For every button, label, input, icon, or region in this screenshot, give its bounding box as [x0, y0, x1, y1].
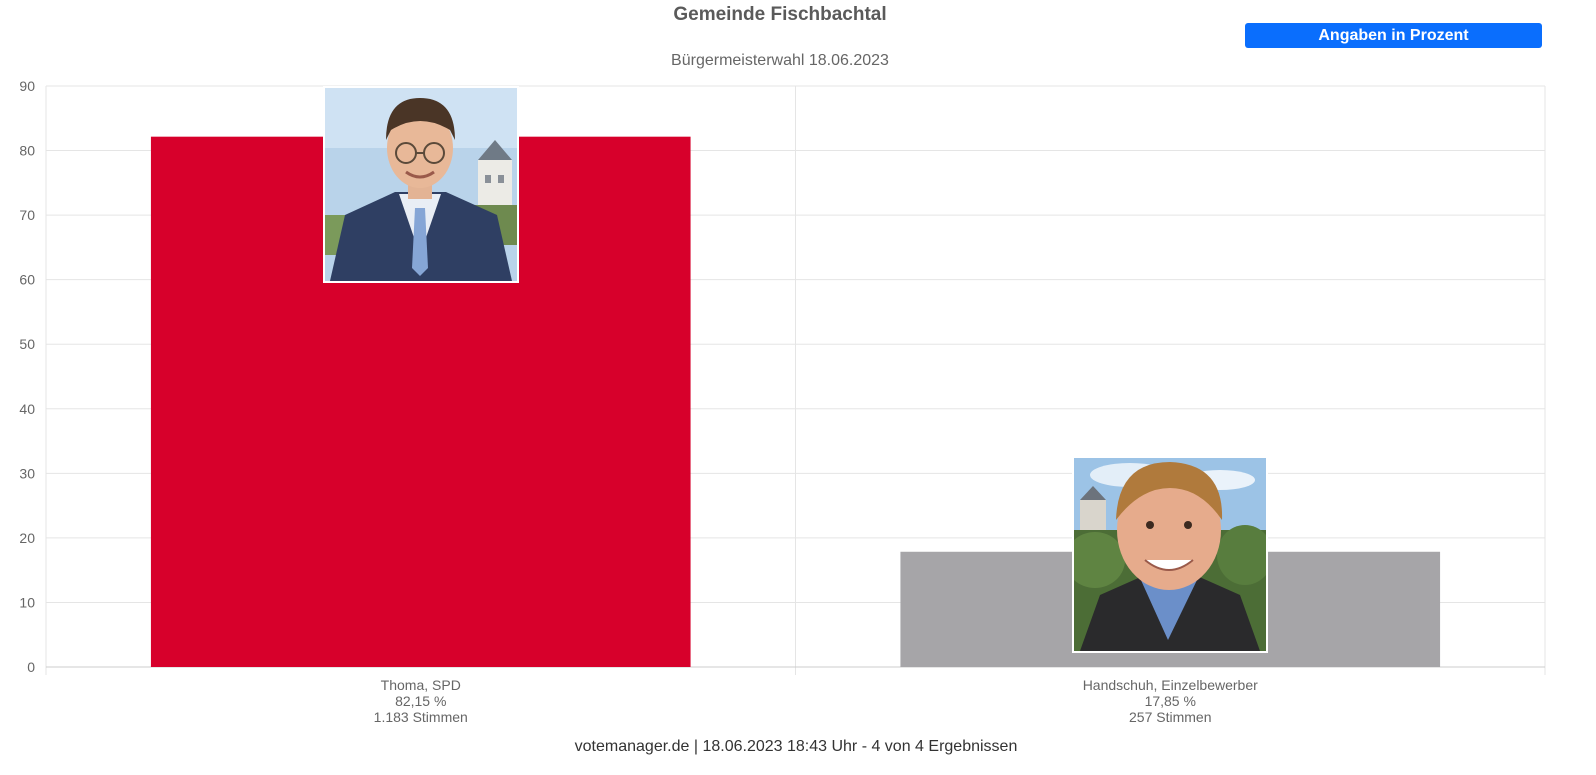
y-tick-label: 30	[19, 465, 35, 481]
y-tick-label: 40	[19, 401, 35, 417]
percent-label: 17,85 %	[1145, 693, 1196, 709]
votes-label: 257 Stimmen	[1129, 709, 1211, 725]
y-tick-label: 10	[19, 594, 35, 610]
candidate-photo-thoma	[323, 86, 519, 283]
y-tick-label: 20	[19, 530, 35, 546]
chart-title: Gemeinde Fischbachtal	[673, 4, 887, 25]
percent-toggle-button[interactable]: Angaben in Prozent	[1245, 23, 1542, 48]
candidate-photo-handschuh	[1072, 456, 1268, 653]
y-tick-label: 50	[19, 336, 35, 352]
y-tick-label: 0	[27, 659, 35, 675]
y-tick-label: 70	[19, 207, 35, 223]
footer-credit: votemanager.de | 18.06.2023 18:43 Uhr - …	[574, 738, 1018, 755]
votes-label: 1.183 Stimmen	[374, 709, 468, 725]
category-name-label: Handschuh, Einzelbewerber	[1083, 677, 1258, 693]
chart-subtitle: Bürgermeisterwahl 18.06.2023	[671, 52, 889, 69]
y-tick-label: 60	[19, 272, 35, 288]
percent-label: 82,15 %	[395, 693, 446, 709]
y-tick-label: 90	[19, 78, 35, 94]
category-name-label: Thoma, SPD	[381, 677, 461, 693]
y-tick-label: 80	[19, 143, 35, 159]
